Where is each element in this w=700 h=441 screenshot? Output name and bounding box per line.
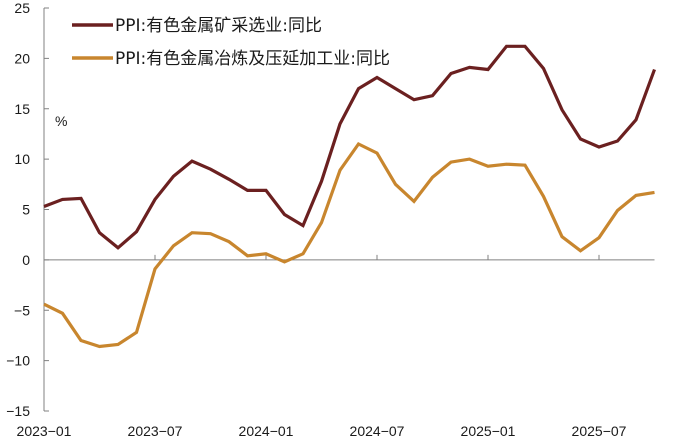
- x-tick-label: 2023−01: [17, 423, 72, 439]
- y-tick-label: −5: [14, 302, 30, 318]
- x-tick-label: 2024−01: [239, 423, 294, 439]
- y-tick-label: 10: [14, 151, 30, 167]
- y-tick-label: 15: [14, 101, 30, 117]
- x-tick-label: 2023−07: [128, 423, 183, 439]
- y-tick-label: −10: [6, 353, 30, 369]
- series-line: [43, 141, 655, 349]
- y-tick-label: 20: [14, 50, 30, 66]
- legend-label: PPI:有色金属矿采选业:同比: [115, 16, 322, 36]
- series-line: [43, 44, 657, 250]
- legend: PPI:有色金属矿采选业:同比 PPI:有色金属冶炼及压延加工业:同比: [72, 16, 390, 69]
- y-tick-label: −15: [6, 403, 30, 419]
- y-tick-label: 0: [22, 252, 30, 268]
- y-tick-label: 5: [22, 202, 30, 218]
- x-tick-label: 2024−07: [350, 423, 405, 439]
- series-layer: [43, 44, 657, 349]
- y-axis: 25 20 15 10 5 0 −5 −10 −15: [6, 0, 49, 419]
- y-unit-label: %: [55, 113, 67, 129]
- x-tick-label: 2025−07: [572, 423, 627, 439]
- legend-label: PPI:有色金属冶炼及压延加工业:同比: [115, 49, 390, 69]
- x-tick-label: 2025−01: [461, 423, 516, 439]
- x-axis: 2023−01 2023−07 2024−01 2024−07 2025−01 2025−…: [17, 254, 655, 439]
- y-tick-label: 25: [14, 0, 30, 16]
